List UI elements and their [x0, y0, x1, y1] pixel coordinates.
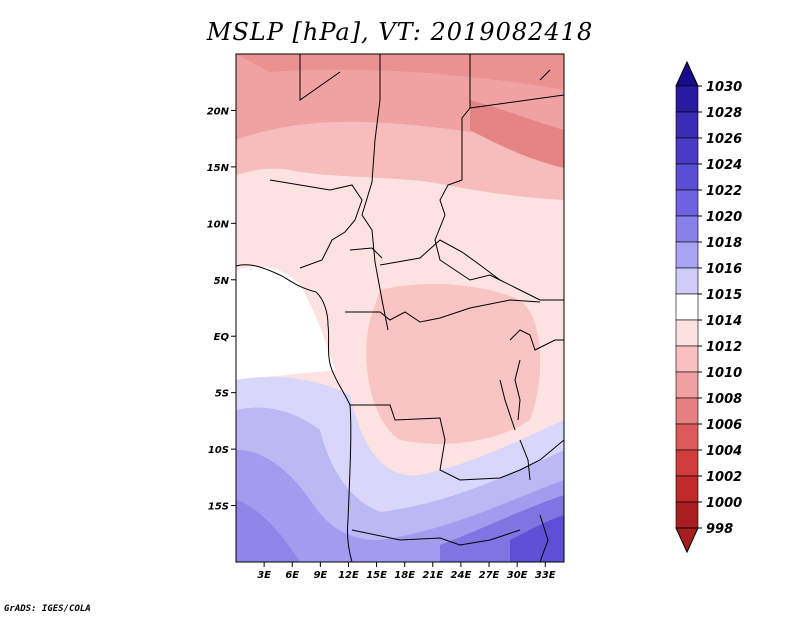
colorbar-swatch	[675, 475, 699, 503]
lon-tick-label: 33E	[535, 570, 556, 581]
colorbar-swatch	[675, 163, 699, 191]
lat-tick-label: 5N	[214, 276, 230, 287]
colorbar-swatch	[675, 397, 699, 425]
colorbar-swatch	[675, 423, 699, 451]
lon-tick-label: 6E	[285, 570, 299, 581]
colorbar-label: 1006	[706, 418, 742, 433]
colorbar-swatch	[675, 501, 699, 529]
colorbar-label: 1008	[706, 392, 742, 407]
colorbar-swatch	[675, 293, 699, 321]
colorbar-label: 998	[706, 522, 733, 537]
colorbar-label: 1000	[706, 496, 742, 511]
lon-tick-label: 27E	[479, 570, 500, 581]
colorbar-label: 1022	[706, 184, 742, 199]
lon-tick-label: 21E	[422, 570, 443, 581]
lon-tick-label: 9E	[313, 570, 327, 581]
border-angola	[350, 404, 564, 481]
colorbar-label: 1030	[706, 80, 742, 95]
lat-tick-label: 5S	[215, 389, 229, 400]
border-nigeria	[269, 179, 363, 269]
colorbar-swatch	[675, 449, 699, 477]
colorbar-label: 1026	[706, 132, 742, 147]
colorbar-swatch	[675, 371, 699, 399]
colorbar-label: 1010	[706, 366, 742, 381]
pressure-field	[236, 54, 564, 562]
coastline-west	[236, 264, 353, 562]
colorbar-label: 1018	[706, 236, 742, 251]
lat-tick-label: 20N	[207, 106, 230, 117]
field-band-1007	[236, 54, 564, 90]
lat-tick-label: 15N	[207, 163, 230, 174]
field-band-1022-west	[236, 500, 300, 562]
colorbar-label: 1014	[706, 314, 742, 329]
border-east-africa	[509, 329, 564, 421]
colorbar-label: 1015	[706, 288, 742, 303]
lon-tick-label: 15E	[366, 570, 387, 581]
lon-tick-label: 12E	[338, 570, 359, 581]
lat-tick-label: 10S	[208, 445, 229, 456]
border-egypt	[469, 69, 564, 109]
colorbar-top-arrow	[675, 60, 699, 87]
colorbar: 1030 1028 1026 1024 1022 1020 1018 1016 1015 1014…	[675, 60, 742, 554]
field-band-1006	[470, 100, 564, 168]
colorbar-label: 1016	[706, 262, 742, 277]
colorbar-swatch	[675, 319, 699, 347]
credit-text: GrADS: IGES/COLA	[4, 604, 91, 614]
field-band-1024	[510, 515, 564, 562]
border-congo	[345, 299, 541, 323]
latitude-axis: 20N 15N 10N 5N EQ 5S 10S 15S	[207, 106, 236, 513]
colorbar-label: 1012	[706, 340, 742, 355]
border-namibia-botswana	[351, 514, 549, 562]
colorbar-label: 1024	[706, 158, 742, 173]
map-frame	[235, 53, 565, 563]
lake-tanganyika	[499, 379, 516, 431]
colorbar-swatch	[675, 137, 699, 165]
field-basin-1012	[366, 284, 541, 444]
colorbar-bottom-arrow	[675, 527, 699, 554]
colorbar-swatch	[675, 345, 699, 373]
lon-tick-label: 24E	[451, 570, 472, 581]
colorbar-swatch	[675, 215, 699, 243]
country-borders	[236, 54, 564, 562]
map-title: MSLP [hPa], VT: 2019082418	[206, 18, 594, 46]
colorbar-label: 1028	[706, 106, 742, 121]
colorbar-label: 1004	[706, 444, 742, 459]
longitude-axis: 3E 6E 9E 12E 15E 18E 21E 24E 27E 30E 33E	[257, 562, 556, 581]
lat-tick-label: 15S	[208, 502, 229, 513]
colorbar-swatch	[675, 111, 699, 139]
colorbar-swatch	[675, 267, 699, 295]
lon-tick-label: 3E	[257, 570, 271, 581]
lat-tick-label: EQ	[214, 332, 230, 343]
colorbar-swatch	[675, 241, 699, 269]
border-car	[349, 239, 501, 281]
border-north-west	[236, 54, 389, 331]
border-sudan-chad	[434, 54, 564, 301]
colorbar-label: 1002	[706, 470, 742, 485]
colorbar-swatch	[675, 85, 699, 113]
lon-tick-label: 30E	[507, 570, 528, 581]
field-ocean-1014	[236, 266, 335, 380]
colorbar-label: 1020	[706, 210, 742, 225]
lake-malawi	[519, 439, 531, 481]
lat-tick-label: 10N	[207, 219, 230, 230]
colorbar-swatch	[675, 189, 699, 217]
lon-tick-label: 18E	[394, 570, 415, 581]
